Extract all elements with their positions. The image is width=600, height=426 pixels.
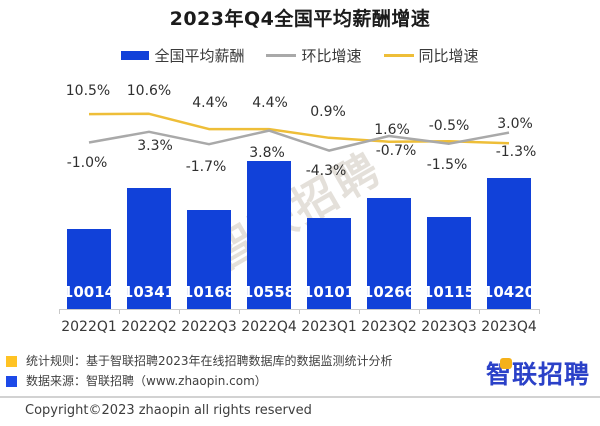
- bar-value-label: 10101: [302, 282, 356, 301]
- bar-value-label: 10168: [182, 282, 236, 301]
- x-axis-label: 2022Q1: [61, 319, 117, 335]
- qoq-value-label: 3.0%: [497, 116, 533, 132]
- bar-value-label: 10420: [482, 282, 536, 301]
- footer-note-data-source: 数据来源：智联招聘（www.zhaopin.com）: [6, 374, 267, 389]
- stat-rule-bullet-icon: [6, 356, 17, 367]
- qoq-value-label: 3.3%: [137, 138, 173, 154]
- yoy-value-label: 10.6%: [126, 83, 172, 99]
- salary-bar: 10168: [183, 210, 235, 309]
- qoq-value-label: -4.3%: [305, 163, 347, 179]
- footer-note-stat-rule: 统计规则：基于智联招聘2023年在线招聘数据库的数据监测统计分析: [6, 354, 393, 369]
- legend-item-avg-salary: 全国平均薪酬: [121, 45, 244, 66]
- page-title: 2023年Q4全国平均薪酬增速: [169, 8, 431, 30]
- x-axis-label: 2023Q3: [421, 319, 477, 335]
- x-axis-label: 2023Q2: [361, 319, 417, 335]
- yoy-value-label: 4.4%: [192, 95, 228, 111]
- x-axis-line: [59, 309, 540, 310]
- x-axis-tick: [359, 310, 360, 314]
- x-axis-tick: [59, 310, 60, 314]
- bar-value-label: 10266: [362, 282, 416, 301]
- x-axis-label: 2023Q4: [481, 319, 537, 335]
- legend-label-yoy-growth: 同比增速: [418, 47, 479, 65]
- zhaopin-logo: 智联招聘: [486, 355, 590, 389]
- x-axis-label: 2022Q4: [241, 319, 297, 335]
- salary-bar: 10420: [483, 178, 535, 309]
- salary-bar: 10266: [363, 197, 415, 309]
- qoq-line: [88, 129, 510, 152]
- qoq-value-label: 3.8%: [249, 145, 285, 161]
- footer-divider: [0, 396, 600, 398]
- yoy-value-label: -1.3%: [495, 144, 537, 160]
- x-axis-tick: [419, 310, 420, 314]
- qoq-value-label: -1.7%: [185, 159, 227, 175]
- legend-label-qoq-growth: 环比增速: [301, 47, 362, 65]
- x-axis-label: 2023Q1: [301, 319, 357, 335]
- x-axis-tick: [299, 310, 300, 314]
- salary-bar: 10101: [303, 218, 355, 309]
- qoq-value-label: -1.5%: [426, 157, 468, 173]
- data-source-bullet-icon: [6, 376, 17, 387]
- legend-item-qoq-growth: 环比增速: [266, 45, 362, 66]
- yellow-line-swatch-icon: [383, 54, 414, 57]
- stat-rule-text: 统计规则：基于智联招聘2023年在线招聘数据库的数据监测统计分析: [26, 354, 393, 368]
- bar-value-label: 10014: [62, 282, 116, 301]
- salary-bar: 10558: [243, 161, 295, 309]
- x-axis-tick: [239, 310, 240, 314]
- chart-legend: 全国平均薪酬 环比增速 同比增速: [0, 45, 600, 66]
- x-axis-tick: [119, 310, 120, 314]
- yoy-value-label: -0.7%: [375, 143, 417, 159]
- x-axis-tick: [539, 310, 540, 314]
- salary-bar: 10014: [63, 229, 115, 309]
- yoy-value-label: 4.4%: [252, 95, 288, 111]
- qoq-value-label: -1.0%: [66, 155, 108, 171]
- legend-label-avg-salary: 全国平均薪酬: [154, 47, 245, 65]
- gray-line-swatch-icon: [266, 54, 297, 57]
- x-axis-label: 2022Q2: [121, 319, 177, 335]
- copyright-text: Copyright©2023 zhaopin all rights reserv…: [25, 403, 312, 418]
- qoq-value-label: 1.6%: [374, 122, 410, 138]
- bar-value-label: 10115: [422, 282, 476, 301]
- salary-bar: 10115: [423, 216, 475, 309]
- legend-item-yoy-growth: 同比增速: [383, 45, 479, 66]
- bar-value-label: 10558: [242, 282, 296, 301]
- yoy-value-label: 0.9%: [310, 104, 346, 120]
- x-axis-tick: [479, 310, 480, 314]
- yoy-value-label: 10.5%: [65, 83, 111, 99]
- logo-accent-dot-icon: [500, 358, 512, 369]
- bar-value-label: 10341: [122, 282, 176, 301]
- x-axis-tick: [179, 310, 180, 314]
- salary-bar: 10341: [123, 188, 175, 309]
- x-axis-label: 2022Q3: [181, 319, 237, 335]
- yoy-value-label: -0.5%: [428, 118, 470, 134]
- bar-series-swatch-icon: [121, 51, 150, 60]
- data-source-text: 数据来源：智联招聘（www.zhaopin.com）: [26, 374, 267, 388]
